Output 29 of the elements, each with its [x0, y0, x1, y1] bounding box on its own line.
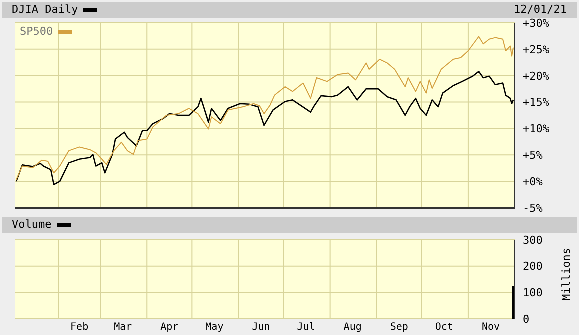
x-tick-label: Mar	[114, 322, 132, 334]
y-tick-label: 0	[523, 312, 530, 326]
y-tick-label: +15%	[523, 96, 550, 110]
y-tick-label: 200	[523, 260, 543, 274]
y-tick-label: +20%	[523, 70, 550, 83]
text: 12/01/21	[514, 2, 567, 18]
y-tick-label: +10%	[523, 122, 550, 136]
y-tick-label: +30%	[523, 16, 550, 30]
y-axis-title: Millions	[560, 248, 574, 301]
x-tick-label: Feb	[70, 322, 89, 334]
x-tick-label: Jun	[252, 322, 270, 334]
y-tick-label: -5%	[523, 202, 544, 215]
line-series	[16, 70, 514, 186]
legend-label: DJIA Daily	[12, 2, 80, 18]
legend-label: SP500	[20, 25, 54, 38]
line-series	[16, 36, 514, 180]
x-tick-label: Nov	[482, 322, 500, 334]
y-tick-label: 300	[523, 234, 543, 247]
legend-label: Volume	[12, 217, 53, 233]
x-tick-label: Aug	[344, 322, 362, 334]
x-tick-label: Oct	[435, 322, 454, 334]
y-tick-label: 100	[523, 286, 543, 300]
y-tick-label: +5%	[523, 149, 544, 162]
y-tick-label: +25%	[523, 43, 550, 56]
x-tick-label: Apr	[160, 322, 179, 334]
y-tick-label: +0%	[523, 175, 544, 188]
x-tick-label: Jul	[297, 322, 316, 334]
x-tick-label: May	[206, 322, 224, 334]
x-tick-label: Sep	[390, 322, 408, 334]
